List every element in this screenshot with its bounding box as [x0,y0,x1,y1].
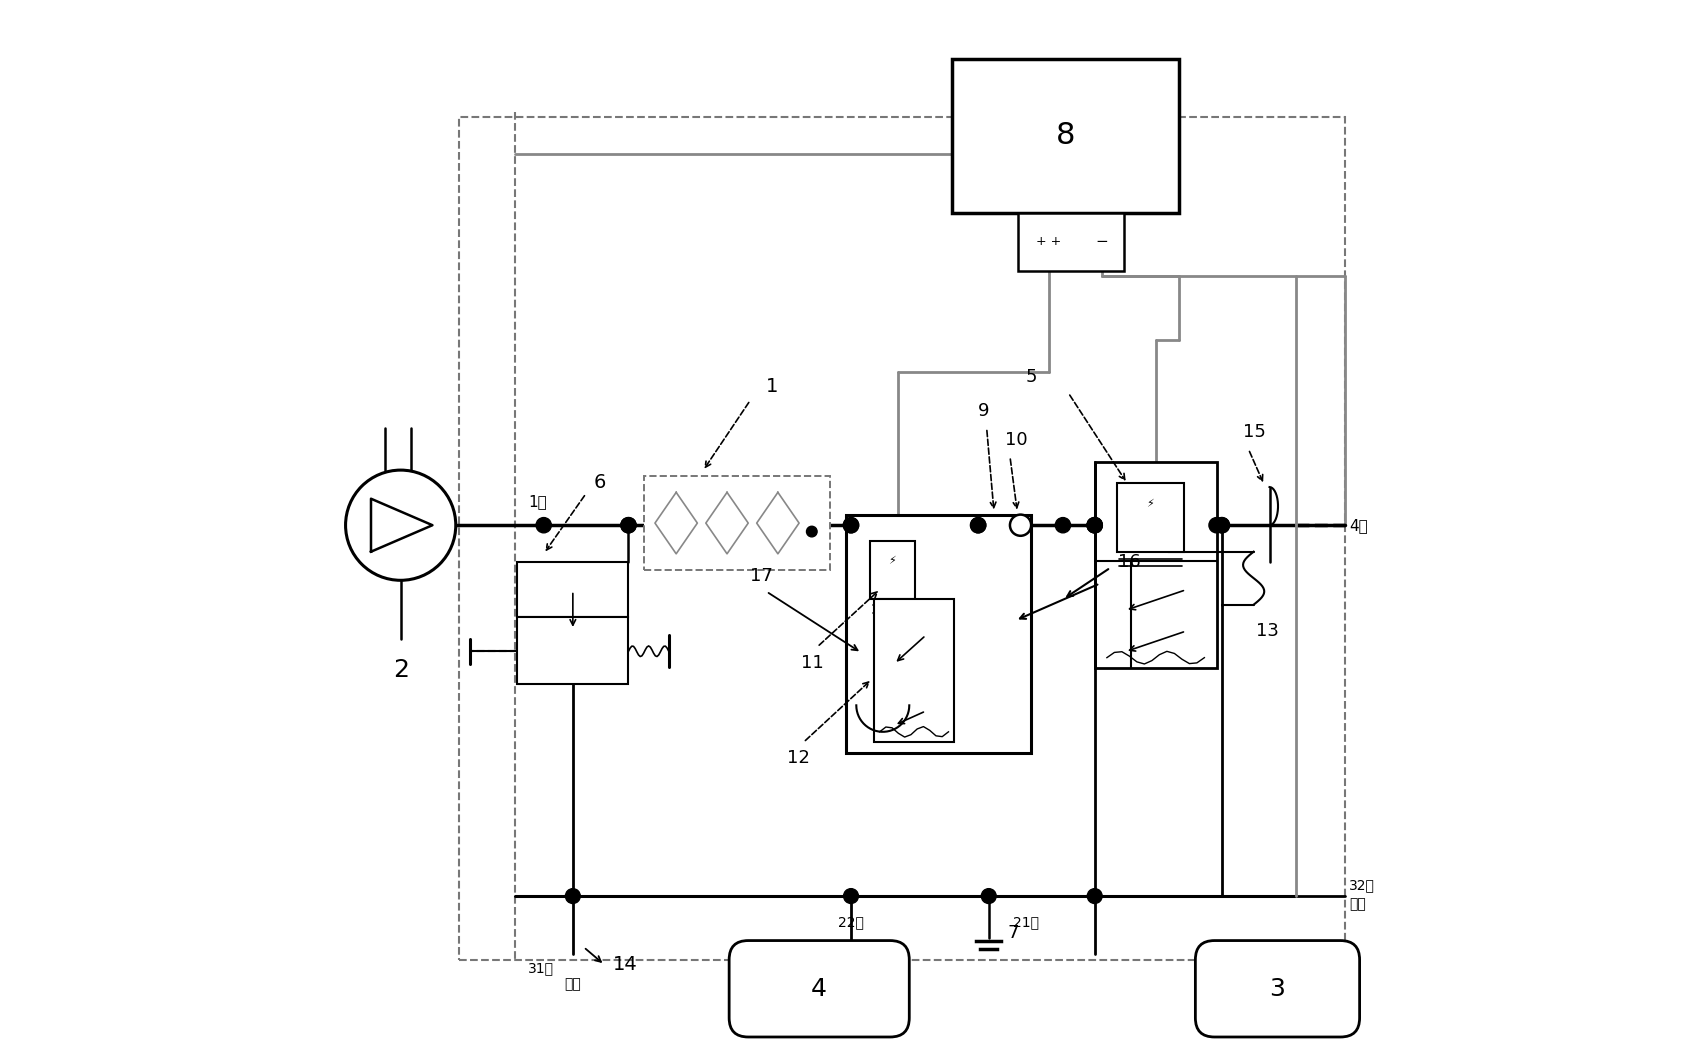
Circle shape [1055,518,1071,533]
Circle shape [844,518,858,533]
Circle shape [621,518,637,533]
Bar [951,59,1179,212]
Circle shape [621,518,637,533]
Text: 15: 15 [1242,423,1266,441]
Circle shape [844,889,858,904]
Text: 16: 16 [1118,553,1140,571]
Circle shape [1088,518,1103,533]
Text: 大气: 大气 [1350,898,1365,911]
Text: 7: 7 [1008,924,1019,942]
Bar [1094,462,1217,668]
Text: 2: 2 [393,659,408,682]
Circle shape [536,518,551,533]
Circle shape [982,889,996,904]
Circle shape [346,470,456,580]
Text: 17: 17 [751,567,773,585]
Text: 6: 6 [594,473,606,492]
Circle shape [1208,518,1224,533]
Text: 9: 9 [979,402,989,420]
Circle shape [565,889,580,904]
Bar [846,515,1031,753]
Bar [645,476,831,570]
Text: 5: 5 [1026,368,1037,386]
Bar [1018,212,1123,271]
Text: 21口: 21口 [1013,916,1038,929]
Circle shape [970,518,985,533]
Text: 1: 1 [766,377,778,396]
Text: 8: 8 [1055,121,1076,151]
Text: 11: 11 [802,654,824,672]
Circle shape [1088,518,1103,533]
Bar [1117,484,1183,553]
Circle shape [1214,518,1229,533]
Text: 3: 3 [1270,977,1285,1001]
Text: 32口: 32口 [1350,879,1375,892]
Circle shape [844,518,858,533]
Text: 13: 13 [1256,622,1278,640]
Circle shape [970,518,985,533]
Circle shape [1009,515,1031,536]
FancyBboxPatch shape [1195,940,1360,1037]
FancyBboxPatch shape [728,940,909,1037]
Text: 31口: 31口 [528,961,553,975]
Circle shape [1088,518,1103,533]
Circle shape [1088,889,1103,904]
Text: 12: 12 [788,749,810,767]
Text: 1口: 1口 [528,494,546,509]
Text: ⚡: ⚡ [1145,499,1154,509]
Text: ⚡: ⚡ [888,556,897,567]
Bar [517,618,628,684]
Text: 大气: 大气 [565,977,580,991]
Text: 4: 4 [812,977,827,1001]
Circle shape [1214,518,1229,533]
Text: −: − [1094,234,1108,249]
Text: 14: 14 [613,956,638,974]
Bar [460,118,1345,959]
Bar [870,541,914,599]
Text: 22口: 22口 [837,916,865,929]
Circle shape [807,526,817,537]
Bar [517,562,628,618]
Bar [875,599,953,743]
Text: 4口: 4口 [1350,518,1368,533]
Text: 10: 10 [1004,432,1028,450]
Text: + +: + + [1037,236,1062,248]
